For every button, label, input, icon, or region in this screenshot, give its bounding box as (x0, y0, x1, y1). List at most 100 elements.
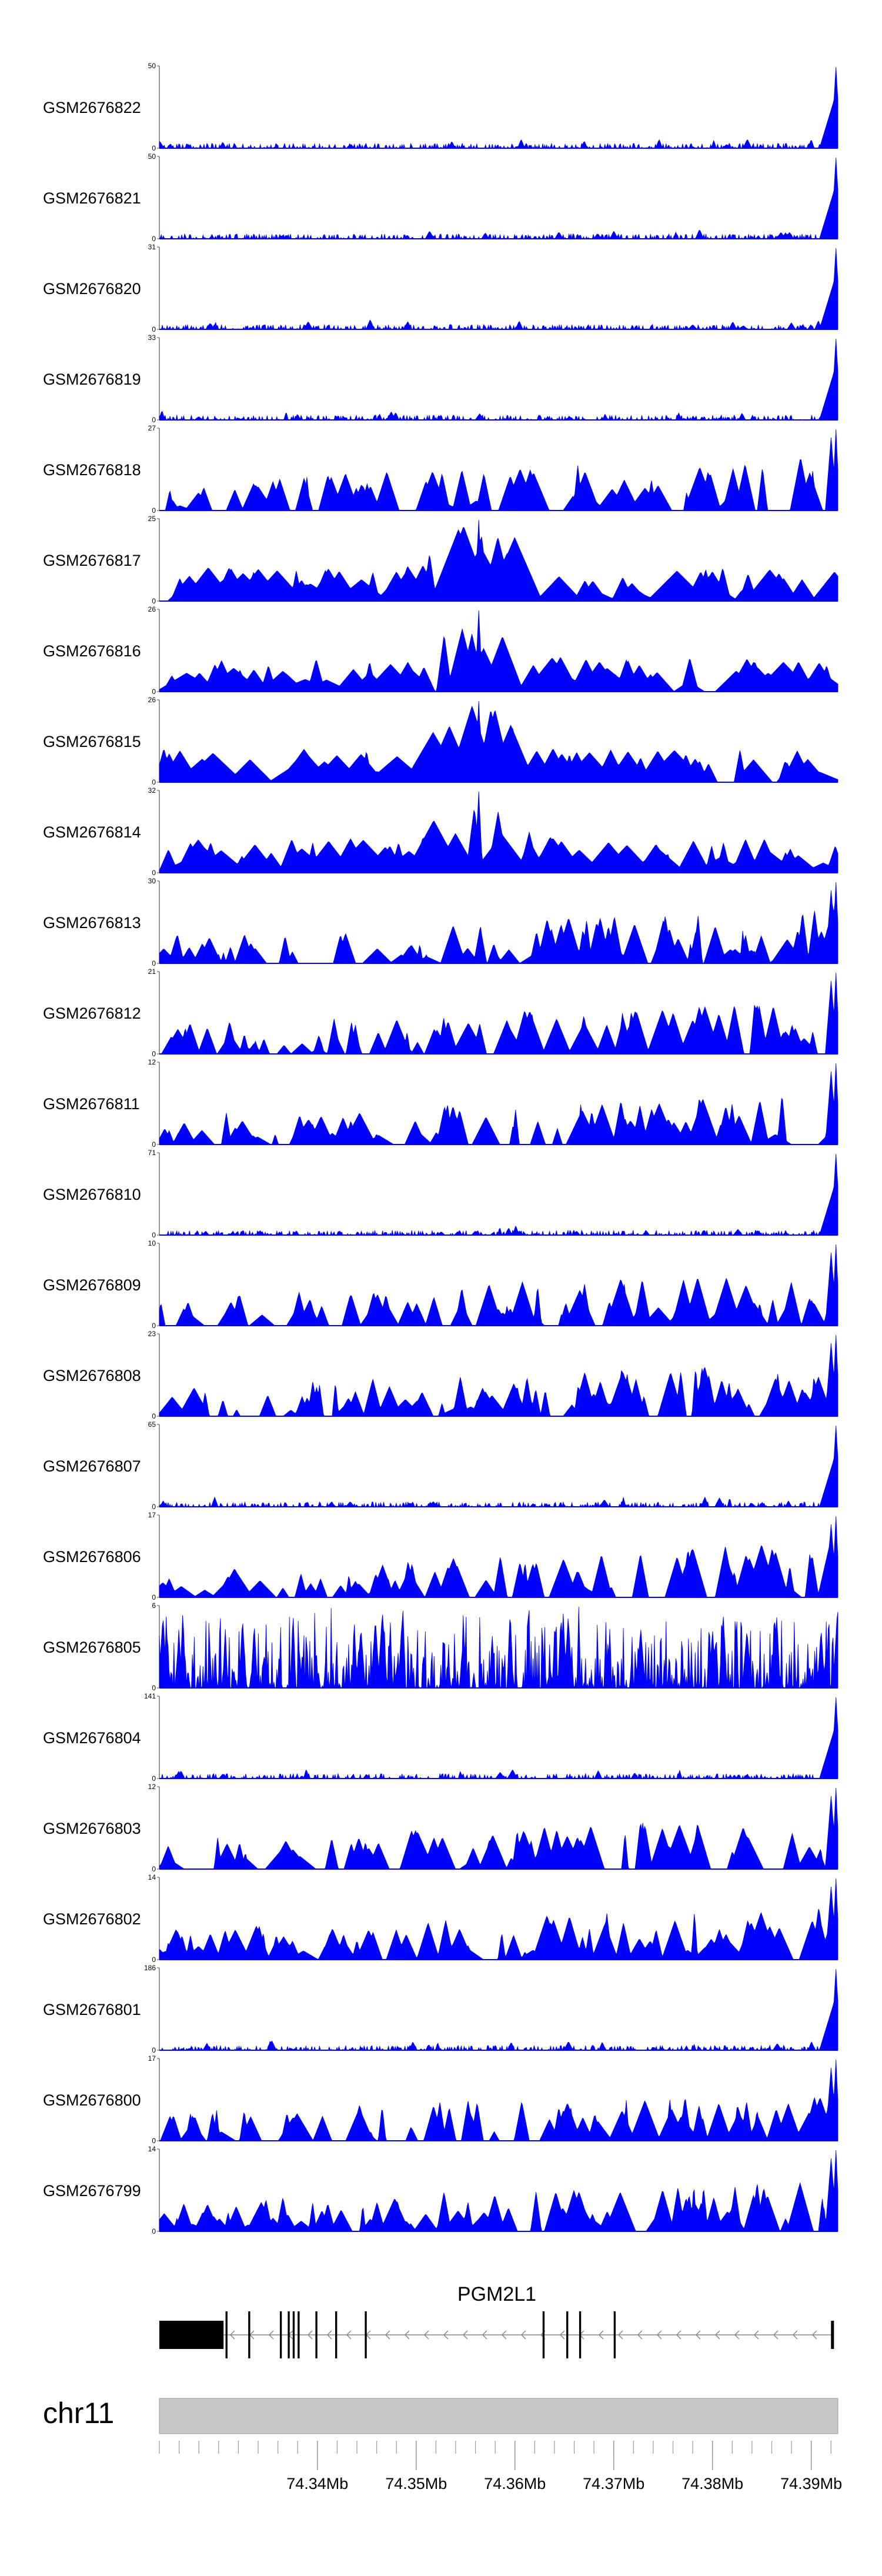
coverage-area (159, 791, 838, 873)
coverage-track: GSM2676813 30 0 (43, 877, 838, 967)
track-label: GSM2676816 (43, 642, 141, 660)
x-tick-label: 74.36Mb (484, 2475, 546, 2492)
track-ymax-label: 25 (148, 515, 156, 523)
coverage-area (159, 519, 838, 602)
track-label: GSM2676800 (43, 2091, 141, 2109)
gene-exon (566, 2311, 569, 2358)
x-tick-label: 74.35Mb (385, 2475, 447, 2492)
gene-exon (279, 2311, 282, 2358)
coverage-area (159, 66, 838, 149)
coverage-track: GSM2676819 33 0 (43, 333, 838, 424)
gene-exon (225, 2311, 228, 2358)
coverage-area (159, 2150, 838, 2232)
gene-exon (292, 2311, 295, 2358)
strand-arrow (714, 2330, 720, 2340)
track-label: GSM2676811 (43, 1095, 140, 1113)
coverage-track: GSM2676822 50 0 (43, 62, 838, 152)
track-ymin-label: 0 (152, 1865, 156, 1873)
strand-arrow (404, 2330, 410, 2340)
strand-arrow (385, 2330, 390, 2340)
strand-arrow (482, 2330, 487, 2340)
gene-track: PGM2L1 (159, 2283, 834, 2358)
strand-arrow (423, 2330, 429, 2340)
coverage-track: GSM2676808 23 0 (43, 1330, 838, 1420)
coverage-track: GSM2676820 31 0 (43, 243, 838, 333)
track-ymax-label: 30 (148, 877, 156, 885)
track-ymax-label: 27 (148, 424, 156, 432)
track-label: GSM2676815 (43, 733, 141, 750)
gene-exon (159, 2321, 224, 2349)
coverage-track: GSM2676814 32 0 (43, 786, 838, 877)
track-label: GSM2676812 (43, 1005, 141, 1022)
coverage-area (159, 2059, 838, 2141)
coverage-track: GSM2676801 186 0 (43, 1964, 838, 2054)
track-ymin-label: 0 (152, 416, 156, 424)
track-ymin-label: 0 (152, 2227, 156, 2235)
track-ymin-label: 0 (152, 325, 156, 333)
track-ymax-label: 12 (148, 1783, 156, 1791)
strand-arrow (792, 2330, 798, 2340)
track-ymax-label: 141 (144, 1692, 156, 1700)
strand-arrow (346, 2330, 352, 2340)
coverage-track: GSM2676810 71 0 (43, 1149, 838, 1239)
strand-arrow (734, 2330, 740, 2340)
coverage-area (159, 1968, 838, 2051)
track-ymin-label: 0 (152, 144, 156, 152)
track-label: GSM2676806 (43, 1548, 141, 1566)
coverage-track: GSM2676821 50 0 (43, 152, 838, 243)
strand-arrow (443, 2330, 449, 2340)
coverage-track: GSM2676815 26 0 (43, 696, 838, 786)
track-ymax-label: 17 (148, 1511, 156, 1519)
track-ymax-label: 33 (148, 333, 156, 342)
track-ymin-label: 0 (152, 235, 156, 243)
strand-arrow (637, 2330, 643, 2340)
strand-arrow (617, 2330, 623, 2340)
track-ymin-label: 0 (152, 1412, 156, 1420)
track-label: GSM2676803 (43, 1820, 141, 1837)
track-label: GSM2676807 (43, 1457, 141, 1475)
strand-arrow (462, 2330, 468, 2340)
track-ymax-label: 65 (148, 1420, 156, 1429)
coverage-area (159, 338, 838, 421)
track-ymax-label: 50 (148, 62, 156, 70)
gene-exon (613, 2311, 616, 2358)
gene-exon (579, 2311, 582, 2358)
coverage-area (159, 157, 838, 240)
coverage-track: GSM2676805 6 0 (43, 1601, 838, 1692)
gene-exon (248, 2311, 250, 2358)
strand-arrow (520, 2330, 526, 2340)
coverage-track: GSM2676806 17 0 (43, 1511, 838, 1601)
x-tick-label: 74.34Mb (286, 2475, 348, 2492)
track-ymin-label: 0 (152, 869, 156, 877)
strand-arrow (773, 2330, 779, 2340)
coverage-area (159, 1425, 838, 1508)
track-ymin-label: 0 (152, 1322, 156, 1330)
gene-exon (542, 2311, 545, 2358)
strand-arrow (326, 2330, 332, 2340)
track-ymin-label: 0 (152, 1956, 156, 1964)
coverage-area (159, 1153, 838, 1236)
strand-arrow (695, 2330, 701, 2340)
track-ymin-label: 0 (152, 1774, 156, 1783)
coverage-area (159, 429, 838, 511)
track-ymin-label: 0 (152, 959, 156, 967)
track-ymax-label: 14 (148, 1873, 156, 1881)
coverage-track: GSM2676804 141 0 (43, 1692, 838, 1783)
track-ymax-label: 31 (148, 243, 156, 251)
coverage-track: GSM2676817 25 0 (43, 515, 838, 605)
track-ymin-label: 0 (152, 1050, 156, 1058)
track-label: GSM2676808 (43, 1367, 141, 1384)
strand-arrow (229, 2330, 235, 2340)
track-ymax-label: 14 (148, 2145, 156, 2153)
track-ymin-label: 0 (152, 1140, 156, 1149)
genome-axis: chr11 74.34Mb 74.35Mb 74.36Mb 74.37Mb 74.38Mb… (43, 2397, 842, 2492)
track-ymin-label: 0 (152, 1231, 156, 1239)
strand-arrow (501, 2330, 507, 2340)
track-label: GSM2676809 (43, 1276, 141, 1294)
track-ymin-label: 0 (152, 597, 156, 605)
track-label: GSM2676804 (43, 1729, 141, 1747)
track-ymin-label: 0 (152, 1593, 156, 1601)
strand-arrow (656, 2330, 662, 2340)
coverage-track: GSM2676803 12 0 (43, 1783, 838, 1873)
strand-arrow (559, 2330, 565, 2340)
